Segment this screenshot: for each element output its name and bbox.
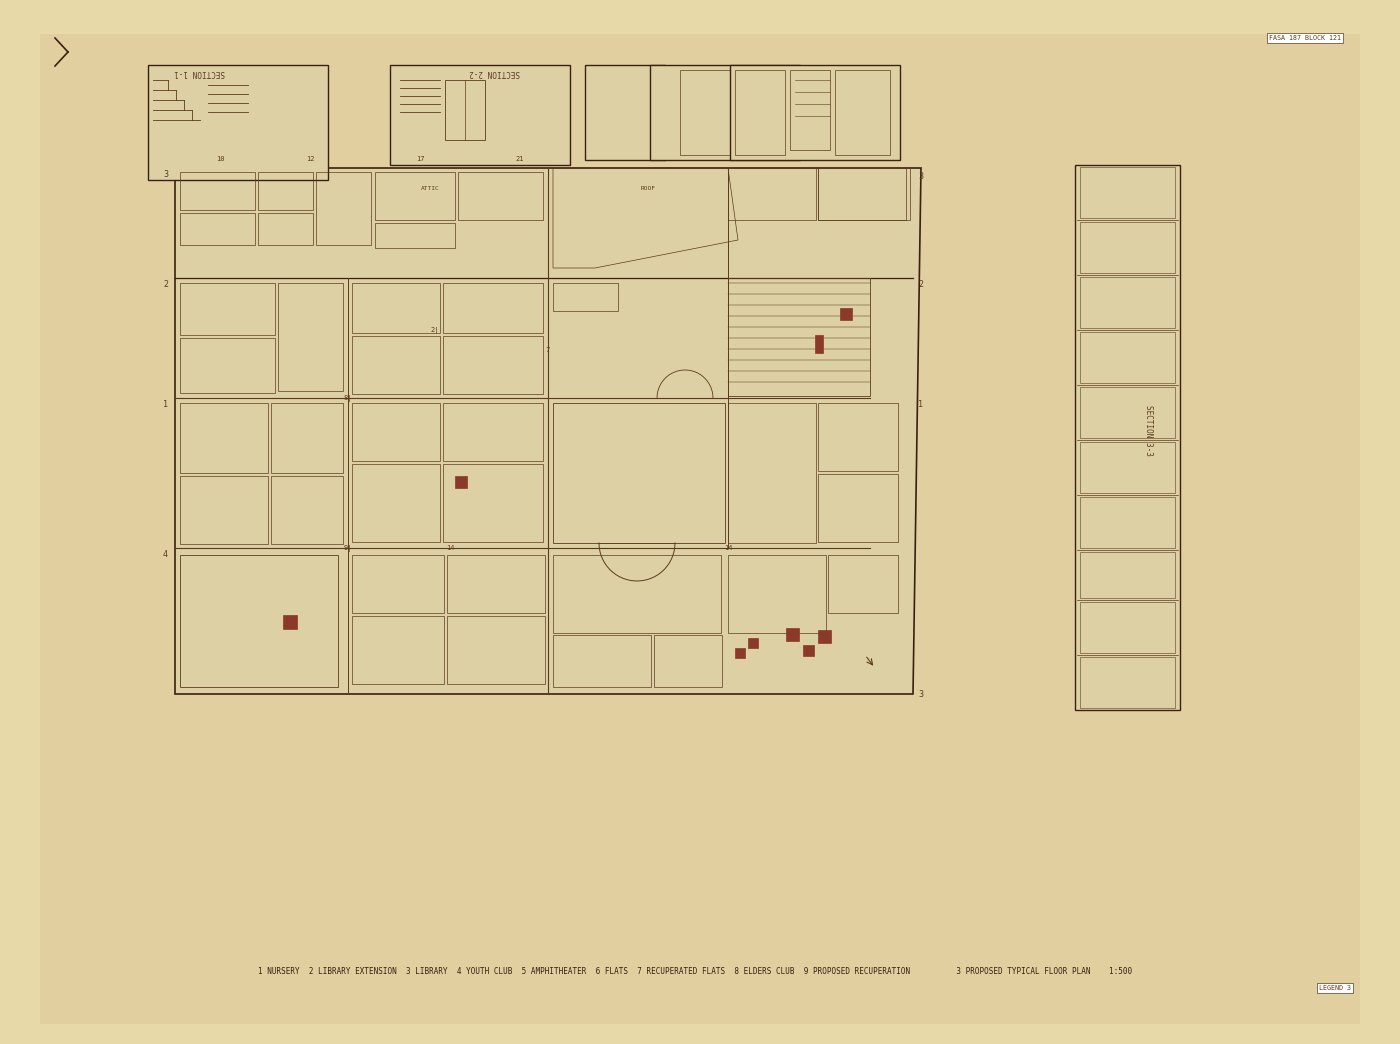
Bar [148,65,328,180]
Bar [735,70,785,155]
Text: 1: 1 [162,400,168,409]
Bar [351,464,440,542]
Bar [272,476,343,544]
Bar [181,338,274,393]
Bar [680,70,760,155]
Bar [351,283,440,333]
Bar [735,648,745,658]
Text: 9|: 9| [344,545,353,551]
Text: 10: 10 [216,156,224,162]
Bar [181,213,255,245]
Bar [279,283,343,392]
Bar [1079,442,1175,493]
Bar [181,555,337,687]
Bar [728,278,869,396]
Bar [585,65,665,160]
Bar [1079,387,1175,438]
Text: 1 NURSERY  2 LIBRARY EXTENSION  3 LIBRARY  4 YOUTH CLUB  5 AMPHITHEATER  6 FLATS: 1 NURSERY 2 LIBRARY EXTENSION 3 LIBRARY … [258,968,1133,976]
Bar [442,464,543,542]
Bar [351,555,444,613]
Bar [815,335,823,353]
Text: 2: 2 [918,280,923,289]
Bar [181,476,267,544]
Text: 8|: 8| [344,395,353,402]
Bar [391,65,570,165]
Bar [351,616,444,684]
Bar [818,168,906,220]
Bar [181,403,267,473]
Text: LEGEND 3: LEGEND 3 [1319,984,1351,991]
Bar [1075,165,1180,710]
Bar [728,168,816,220]
Bar [728,403,816,543]
Bar [283,615,297,628]
Bar [455,476,468,488]
Bar [375,223,455,248]
Bar [445,80,484,140]
Text: 17: 17 [416,156,424,162]
Text: ROOF: ROOF [641,186,655,190]
Bar [827,555,897,613]
Bar [181,172,255,210]
Bar [834,70,890,155]
Bar [728,555,826,633]
Bar [442,336,543,394]
Text: FASA 187 BLOCK 121: FASA 187 BLOCK 121 [1268,35,1341,41]
Bar [553,403,725,543]
Text: 7: 7 [546,347,550,353]
Bar [442,403,543,461]
Bar [804,645,813,656]
Bar [375,172,455,220]
Text: 4: 4 [162,550,168,559]
Bar [351,403,440,461]
Polygon shape [175,168,921,694]
Text: 14: 14 [445,545,454,551]
Bar [458,172,543,220]
Text: SECTION 2-2: SECTION 2-2 [469,68,521,76]
Bar [654,635,722,687]
Bar [818,474,897,542]
Text: 2: 2 [162,280,168,289]
Bar [818,168,910,220]
Bar [785,628,799,641]
Text: ATTIC: ATTIC [420,186,440,190]
Bar [1079,222,1175,272]
Bar [1079,602,1175,652]
Text: 12: 12 [305,156,314,162]
Bar [748,638,757,648]
Text: 2|: 2| [431,327,440,333]
Bar [790,70,830,150]
Bar [181,283,274,335]
Text: 3: 3 [918,690,923,699]
Bar [447,555,545,613]
Bar [1079,657,1175,708]
Bar [1079,332,1175,383]
Bar [553,555,721,633]
Bar [1079,497,1175,548]
Text: 1: 1 [918,400,923,409]
Bar [818,403,897,471]
Text: 3: 3 [162,170,168,179]
Bar [840,308,853,321]
Text: 14: 14 [724,545,732,551]
Text: SECTION 1-1: SECTION 1-1 [175,68,225,76]
Text: 21: 21 [515,156,524,162]
Bar [1079,552,1175,598]
Bar [351,336,440,394]
Bar [258,172,314,210]
Bar [729,65,900,160]
Bar [650,65,799,160]
Text: 3: 3 [918,172,923,181]
Bar [818,630,832,643]
Bar [1079,167,1175,218]
Bar [442,283,543,333]
Bar [553,283,617,311]
Bar [447,616,545,684]
Bar [316,172,371,245]
Bar [258,213,314,245]
Bar [1079,277,1175,328]
Bar [553,635,651,687]
Text: SECTION 3-3: SECTION 3-3 [1144,405,1152,455]
Bar [272,403,343,473]
